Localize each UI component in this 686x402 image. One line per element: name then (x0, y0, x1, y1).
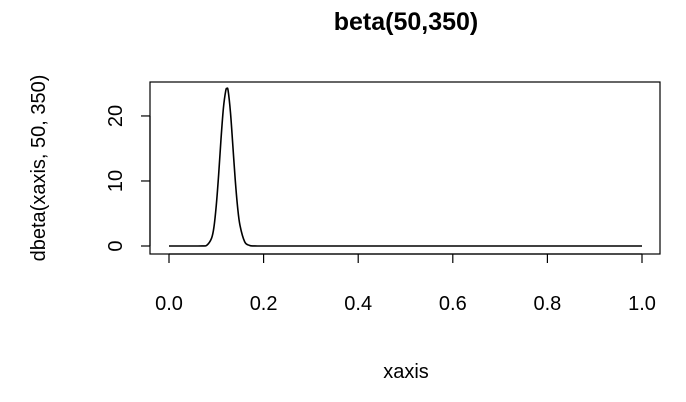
x-tick-label: 1.0 (628, 293, 656, 315)
x-tick-label: 0.8 (533, 293, 561, 315)
y-tick-label: 20 (105, 105, 127, 127)
x-axis-label: xaxis (383, 361, 429, 383)
x-tick-label: 0.4 (344, 293, 372, 315)
y-axis: 0 10 20 (105, 105, 151, 252)
y-tick-label: 10 (105, 170, 127, 192)
x-tick-label: 0.6 (439, 293, 467, 315)
plot-area (149, 81, 661, 255)
series-layer (168, 87, 642, 247)
density-curve (168, 87, 642, 247)
chart-title: beta(50,350) (334, 8, 479, 36)
x-axis: 0.0 0.2 0.4 0.6 0.8 1.0 (155, 253, 656, 315)
x-tick-label: 0.2 (250, 293, 278, 315)
y-tick-label: 0 (105, 240, 127, 251)
y-axis-label: dbeta(xaxis, 50, 350) (28, 75, 50, 262)
x-tick-label: 0.0 (155, 293, 183, 315)
